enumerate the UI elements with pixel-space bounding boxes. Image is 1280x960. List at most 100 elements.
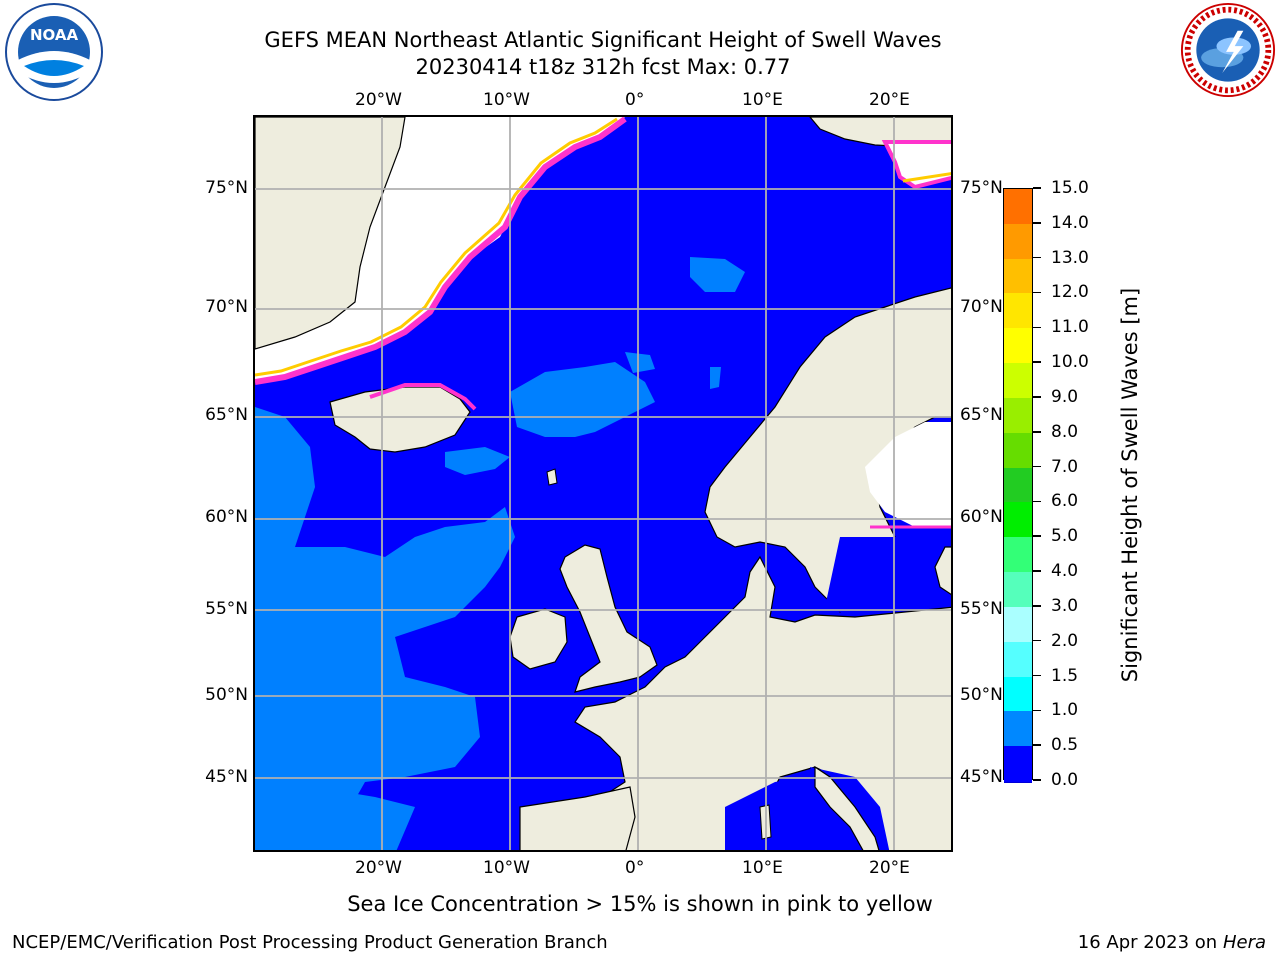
colorbar-segment [1004, 467, 1032, 504]
lat-label-right: 50°N [960, 685, 1003, 705]
footer-host: Hera [1222, 932, 1266, 953]
colorbar-tick-label: 8.0 [1051, 421, 1079, 442]
lat-label-left: 45°N [205, 767, 248, 787]
land-great-britain [559, 544, 658, 693]
colorbar-tick-mark [1033, 396, 1041, 398]
lon-label-bottom: 0° [625, 858, 645, 878]
colorbar-tick-label: 10.0 [1051, 352, 1089, 373]
colorbar-tick-label: 1.5 [1051, 665, 1079, 686]
map-svg [255, 117, 951, 850]
lon-label-top: 20°W [355, 90, 402, 110]
footer-date-text: 16 Apr 2023 on [1077, 932, 1223, 953]
colorbar-segment [1004, 189, 1032, 226]
colorbar-tick-mark [1033, 605, 1041, 607]
sea-ice-edge [369, 383, 477, 411]
colorbar-tick-mark [1033, 431, 1041, 433]
colorbar-tick-mark [1033, 256, 1041, 259]
colorbar-tick-label: 13.0 [1051, 247, 1089, 268]
colorbar-segment [1004, 223, 1032, 261]
colorbar-tick-mark [1033, 674, 1041, 677]
colorbar-segment [1004, 397, 1032, 435]
sea-ice-edge [255, 117, 618, 377]
sea-ice-edge [255, 117, 627, 385]
lon-label-bottom: 20°W [355, 858, 402, 878]
sea-ice-no-data [255, 117, 625, 382]
swell-mid-area [445, 447, 510, 475]
colorbar-tick-mark [1033, 500, 1041, 503]
colorbar-tick-label: 7.0 [1051, 456, 1079, 477]
swell-mid-area [255, 407, 515, 850]
colorbar-tick-mark [1033, 361, 1041, 363]
colorbar-tick-label: 2.0 [1051, 630, 1079, 651]
lon-label-bottom: 10°W [483, 858, 530, 878]
colorbar-tick-label: 5.0 [1051, 526, 1079, 547]
land-greenland [255, 117, 406, 350]
colorbar-tick-label: 0.5 [1051, 735, 1079, 756]
lon-label-top: 10°E [742, 90, 783, 110]
colorbar-tick-label: 11.0 [1051, 317, 1089, 338]
colorbar-tick-mark [1033, 465, 1041, 468]
colorbar-segment [1004, 641, 1032, 679]
colorbar-segment [1004, 711, 1032, 748]
lon-label-top: 20°E [869, 90, 910, 110]
lat-label-right: 65°N [960, 405, 1003, 425]
colorbar-tick-label: 4.0 [1051, 561, 1079, 582]
colorbar-tick-mark [1033, 187, 1041, 189]
lat-label-left: 50°N [205, 685, 248, 705]
colorbar-segment [1004, 572, 1032, 609]
lat-label-left: 60°N [205, 507, 248, 527]
lat-label-left: 65°N [205, 405, 248, 425]
lat-label-right: 60°N [960, 507, 1003, 527]
footer-credit: NCEP/EMC/Verification Post Processing Pr… [12, 932, 608, 953]
swell-mid-area [710, 367, 721, 389]
colorbar-tick-label: 3.0 [1051, 595, 1079, 616]
colorbar-segment [1004, 363, 1032, 400]
map-title-line2: 20230414 t18z 312h fcst Max: 0.77 [415, 55, 791, 79]
colorbar-tick-mark [1033, 291, 1041, 294]
colorbar [1003, 188, 1033, 783]
land-ireland [509, 608, 568, 670]
map-panel [253, 115, 953, 852]
sea-ice-edge [902, 172, 951, 183]
colorbar-tick-mark [1033, 744, 1041, 746]
swell-mid-area [510, 362, 655, 437]
land-iberia [519, 786, 636, 850]
swell-mid-area [625, 352, 655, 373]
lon-label-top: 10°W [483, 90, 530, 110]
lat-label-left: 75°N [205, 178, 248, 198]
land-faroes [546, 468, 558, 486]
colorbar-tick-label: 0.0 [1051, 770, 1079, 790]
map-title-line1: GEFS MEAN Northeast Atlantic Significant… [264, 28, 942, 52]
colorbar-segment [1004, 746, 1032, 783]
lat-label-left: 55°N [205, 599, 248, 619]
colorbar-tick-label: 14.0 [1051, 212, 1089, 233]
colorbar-tick-mark [1033, 639, 1041, 642]
colorbar-segment [1004, 606, 1032, 644]
colorbar-tick-mark [1033, 535, 1041, 537]
colorbar-tick-label: 1.0 [1051, 700, 1079, 721]
lon-label-top: 0° [625, 90, 645, 110]
colorbar-tick-mark [1033, 570, 1041, 572]
colorbar-tick-label: 9.0 [1051, 386, 1079, 407]
swell-mid-area [315, 787, 415, 850]
graticule [255, 117, 951, 850]
colorbar-segment [1004, 676, 1032, 713]
colorbar-segment [1004, 502, 1032, 539]
lat-label-right: 45°N [960, 767, 1003, 787]
colorbar-tick-label: 6.0 [1051, 491, 1079, 512]
colorbar-tick-label: 15.0 [1051, 178, 1089, 198]
colorbar-segment [1004, 328, 1032, 365]
land-italy [814, 765, 880, 850]
colorbar-tick-mark [1033, 709, 1041, 712]
lon-label-bottom: 20°E [869, 858, 910, 878]
lat-label-left: 70°N [205, 297, 248, 317]
colorbar-tick-mark [1033, 326, 1041, 329]
sea-ice-caption: Sea Ice Concentration > 15% is shown in … [347, 892, 933, 916]
land-baltic-states [934, 546, 951, 596]
colorbar-segment [1004, 537, 1032, 574]
colorbar-tick-mark [1033, 222, 1041, 224]
lon-label-bottom: 10°E [742, 858, 783, 878]
colorbar-segment [1004, 432, 1032, 470]
sea-ice-no-data [865, 422, 951, 527]
swell-mid-area [690, 257, 745, 292]
